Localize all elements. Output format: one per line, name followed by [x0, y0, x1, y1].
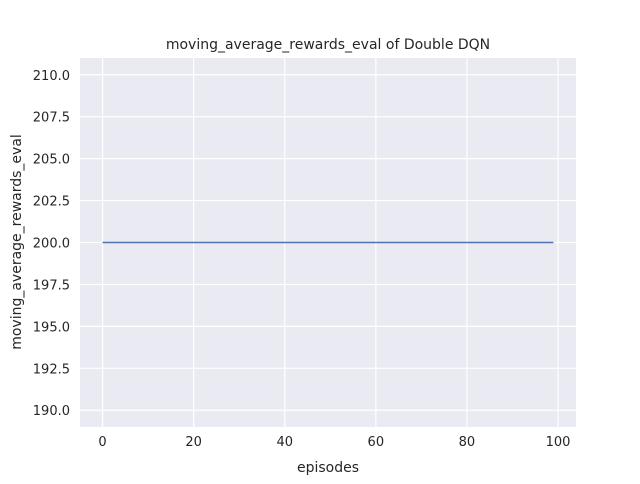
y-tick-label: 197.5 — [33, 278, 70, 293]
y-tick-label: 195.0 — [33, 320, 70, 335]
x-tick-label: 0 — [98, 435, 106, 450]
x-tick-label: 60 — [368, 435, 385, 450]
y-tick-label: 202.5 — [33, 195, 70, 210]
y-tick-label: 192.5 — [33, 362, 70, 377]
x-tick-label: 40 — [276, 435, 293, 450]
chart-title: moving_average_rewards_eval of Double DQ… — [166, 37, 490, 53]
y-tick-label: 210.0 — [33, 69, 70, 84]
y-axis-label: moving_average_rewards_eval — [9, 134, 25, 350]
x-tick-label: 20 — [185, 435, 202, 450]
y-tick-label: 190.0 — [33, 404, 70, 419]
x-tick-label: 100 — [546, 435, 571, 450]
y-tick-label: 205.0 — [33, 153, 70, 168]
y-tick-label: 200.0 — [33, 237, 70, 252]
y-tick-label: 207.5 — [33, 111, 70, 126]
x-tick-label: 80 — [459, 435, 476, 450]
x-axis-label: episodes — [297, 460, 359, 476]
